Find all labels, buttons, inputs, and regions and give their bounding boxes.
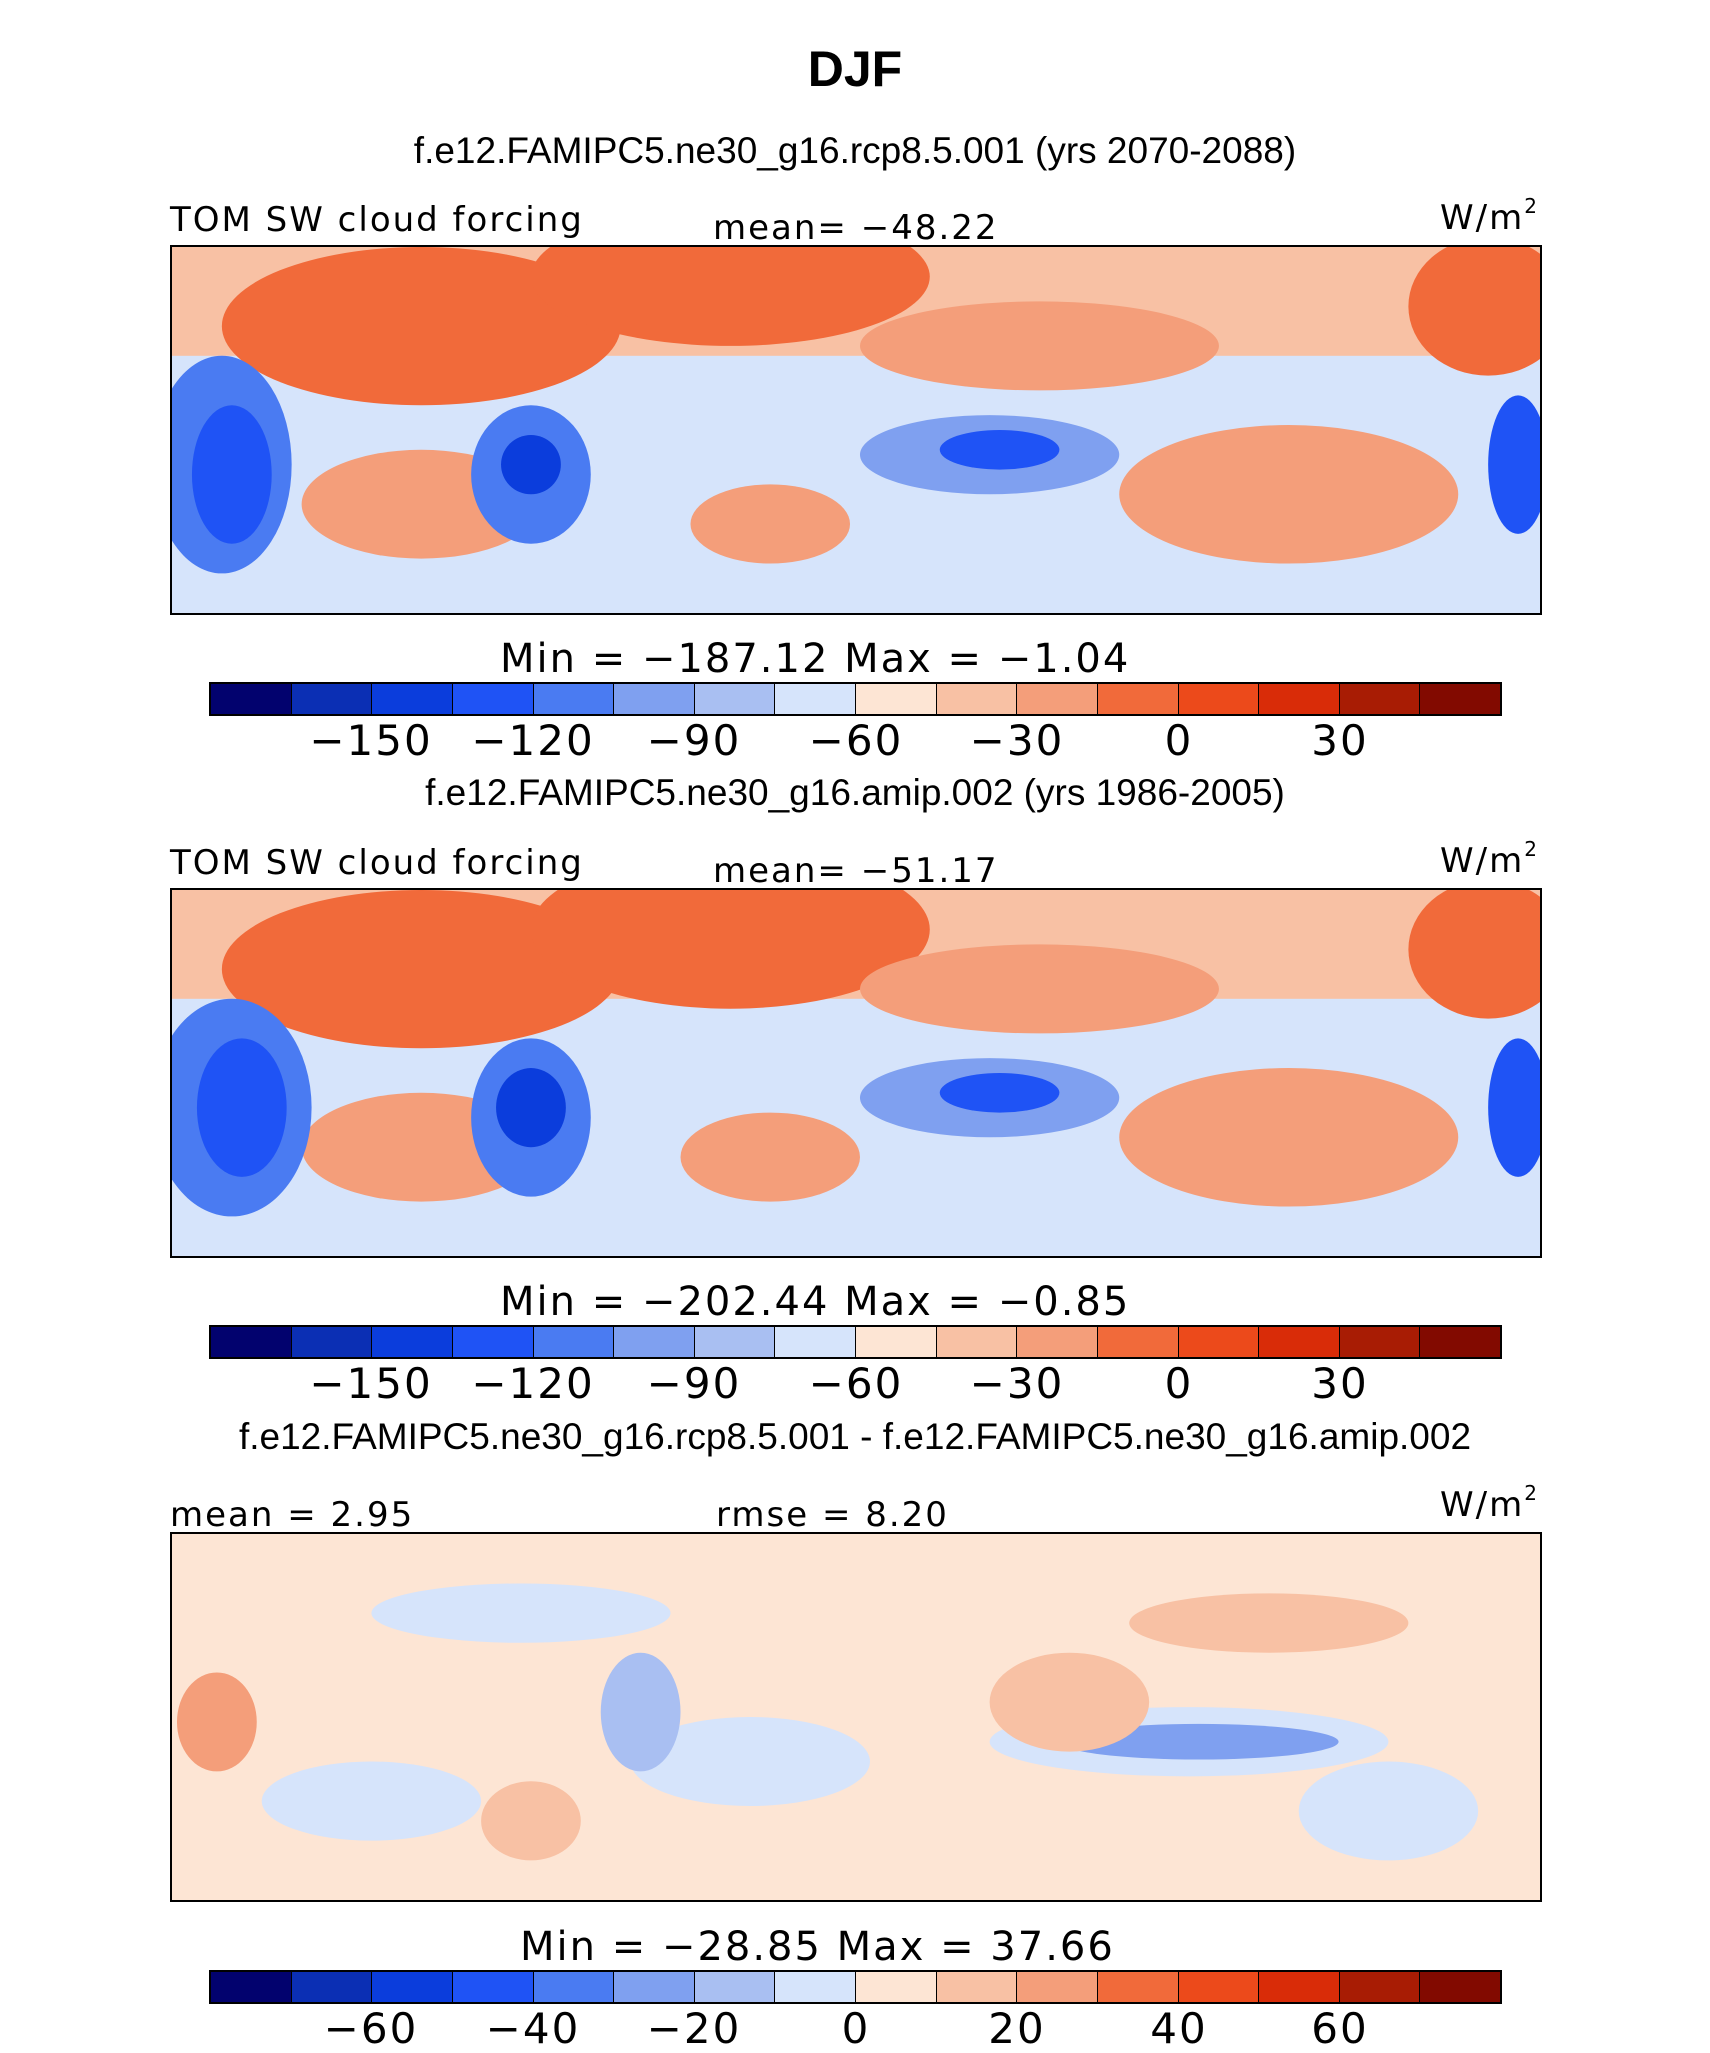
panel3-tick: −40 <box>485 2004 581 2053</box>
panel3-map-svg <box>172 1534 1540 1900</box>
panel3-minmax: Min = −28.85 Max = 37.66 <box>520 1924 1115 1970</box>
figure-title: DJF <box>807 41 903 97</box>
colorbar-swatch <box>856 1972 937 2002</box>
colorbar-swatch <box>1097 1327 1179 1357</box>
panel1-left-label: TOM SW cloud forcing <box>170 200 584 240</box>
panel1-tick: −60 <box>808 716 904 765</box>
panel3-tick: 20 <box>988 2004 1046 2053</box>
colorbar-swatch <box>775 1972 856 2002</box>
colorbar-swatch <box>211 684 292 714</box>
panel1-tick: 0 <box>1164 716 1194 765</box>
panel2-tick: −60 <box>808 1359 904 1408</box>
panel2-minmax: Min = −202.44 Max = −0.85 <box>500 1279 1131 1325</box>
colorbar-swatch <box>936 1327 1018 1357</box>
panel2-left-label: TOM SW cloud forcing <box>170 843 584 883</box>
colorbar-swatch <box>1420 1327 1500 1357</box>
colorbar-swatch <box>936 684 1018 714</box>
panel1-case-title: f.e12.FAMIPC5.ne30_g16.rcp8.5.001 (yrs 2… <box>413 130 1297 171</box>
colorbar-swatch <box>614 1327 695 1357</box>
panel2-tick: −30 <box>969 1359 1065 1408</box>
panel2-tick: −90 <box>646 1359 742 1408</box>
colorbar-swatch <box>775 684 856 714</box>
colorbar-swatch <box>1097 684 1179 714</box>
panel1-mean-label: mean= −48.22 <box>713 208 999 248</box>
colorbar-swatch <box>1178 684 1260 714</box>
colorbar-swatch <box>452 684 534 714</box>
colorbar-swatch <box>614 684 695 714</box>
colorbar-swatch <box>936 1972 1018 2002</box>
colorbar-swatch <box>372 1972 453 2002</box>
panel3-rmse-label: rmse = 8.20 <box>716 1495 949 1535</box>
colorbar-swatch <box>533 684 615 714</box>
colorbar-swatch <box>856 1327 937 1357</box>
colorbar-swatch <box>372 1327 453 1357</box>
panel2-tick: 30 <box>1311 1359 1369 1408</box>
colorbar-swatch <box>694 1972 776 2002</box>
panel1-tick: −120 <box>471 716 595 765</box>
panel1-colorbar <box>209 682 1502 716</box>
colorbar-swatch <box>1420 684 1500 714</box>
colorbar-swatch <box>1017 1972 1098 2002</box>
colorbar-swatch <box>1097 1972 1179 2002</box>
panel3-case-title: f.e12.FAMIPC5.ne30_g16.rcp8.5.001 - f.e1… <box>238 1416 1472 1457</box>
panel3-mean-label: mean = 2.95 <box>170 1495 415 1535</box>
panel1-units: W/m2 <box>1440 194 1539 238</box>
colorbar-swatch <box>1017 684 1098 714</box>
colorbar-swatch <box>1178 1972 1260 2002</box>
colorbar-swatch <box>1259 1327 1340 1357</box>
colorbar-swatch <box>211 1327 292 1357</box>
colorbar-swatch <box>1420 1972 1500 2002</box>
panel3-map <box>170 1532 1542 1902</box>
colorbar-swatch <box>1339 1327 1421 1357</box>
colorbar-swatch <box>533 1327 615 1357</box>
panel2-map-svg <box>172 890 1540 1256</box>
panel3-tick: 0 <box>841 2004 871 2053</box>
colorbar-swatch <box>452 1327 534 1357</box>
panel1-tick: −150 <box>309 716 433 765</box>
panel3-colorbar <box>209 1970 1502 2004</box>
colorbar-swatch <box>1259 1972 1340 2002</box>
panel2-colorbar <box>209 1325 1502 1359</box>
colorbar-swatch <box>452 1972 534 2002</box>
panel3-tick: 40 <box>1150 2004 1208 2053</box>
colorbar-swatch <box>856 684 937 714</box>
colorbar-swatch <box>1178 1327 1260 1357</box>
panel3-tick: −60 <box>323 2004 419 2053</box>
panel1-map <box>170 245 1542 615</box>
panel1-minmax: Min = −187.12 Max = −1.04 <box>500 636 1131 682</box>
colorbar-swatch <box>694 684 776 714</box>
panel2-case-title: f.e12.FAMIPC5.ne30_g16.amip.002 (yrs 198… <box>425 772 1285 813</box>
colorbar-swatch <box>533 1972 615 2002</box>
colorbar-swatch <box>211 1972 292 2002</box>
colorbar-swatch <box>1259 684 1340 714</box>
colorbar-swatch <box>1339 1972 1421 2002</box>
panel3-tick: −20 <box>646 2004 742 2053</box>
colorbar-swatch <box>694 1327 776 1357</box>
colorbar-swatch <box>614 1972 695 2002</box>
panel3-units: W/m2 <box>1440 1481 1539 1525</box>
panel2-mean-label: mean= −51.17 <box>713 851 999 891</box>
colorbar-swatch <box>372 684 453 714</box>
panel1-tick: 30 <box>1311 716 1369 765</box>
panel3-tick: 60 <box>1311 2004 1369 2053</box>
panel2-map <box>170 888 1542 1258</box>
panel2-tick: −120 <box>471 1359 595 1408</box>
colorbar-swatch <box>1339 684 1421 714</box>
panel1-map-svg <box>172 247 1540 613</box>
colorbar-swatch <box>291 1972 373 2002</box>
panel1-tick: −90 <box>646 716 742 765</box>
colorbar-swatch <box>291 1327 373 1357</box>
colorbar-swatch <box>291 684 373 714</box>
colorbar-swatch <box>775 1327 856 1357</box>
panel1-tick: −30 <box>969 716 1065 765</box>
colorbar-swatch <box>1017 1327 1098 1357</box>
panel2-tick: −150 <box>309 1359 433 1408</box>
panel2-tick: 0 <box>1164 1359 1194 1408</box>
panel2-units: W/m2 <box>1440 837 1539 881</box>
